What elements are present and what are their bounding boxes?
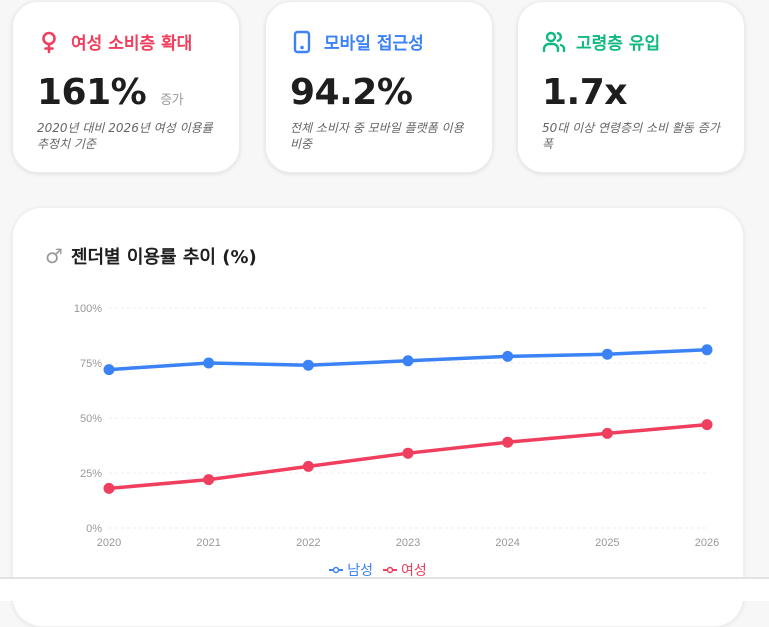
male-icon: ♂: [45, 244, 63, 268]
data-point[interactable]: [502, 436, 514, 448]
data-point[interactable]: [103, 364, 115, 376]
kpi-card-mobile: 모바일 접근성 94.2% 전체 소비자 중 모바일 플랫폼 이용 비중: [265, 1, 493, 173]
kpi-value: 1.7x: [542, 72, 628, 113]
x-tick-label: 2020: [97, 537, 121, 549]
kpi-card-header: 모바일 접근성: [290, 29, 424, 54]
chart-legend: 남성 여성: [13, 560, 743, 580]
data-point[interactable]: [402, 447, 414, 459]
data-point[interactable]: [302, 460, 314, 472]
legend-line-marker-icon: [329, 566, 344, 574]
data-point[interactable]: [701, 419, 713, 431]
data-point[interactable]: [601, 427, 613, 439]
kpi-card-title: 여성 소비층 확대: [71, 34, 193, 54]
data-point[interactable]: [402, 355, 414, 367]
kpi-value: 94.2%: [290, 72, 413, 113]
y-tick-label: 75%: [80, 358, 102, 370]
kpi-card-title: 고령층 유입: [576, 34, 661, 54]
legend-item[interactable]: 남성: [329, 560, 373, 580]
y-tick-label: 100%: [74, 303, 102, 315]
data-point[interactable]: [302, 359, 314, 371]
chart-title-text: 젠더별 이용률 추이 (%): [70, 247, 257, 268]
kpi-card-senior: 고령층 유입 1.7x 50대 이상 연령층의 소비 활동 증가폭: [517, 1, 745, 173]
data-point[interactable]: [502, 350, 514, 362]
y-tick-label: 0%: [86, 523, 102, 535]
legend-label: 남성: [347, 563, 373, 579]
kpi-cards: 여성 소비층 확대 161% 증가 2020년 대비 2026년 여성 이용률 …: [12, 0, 757, 174]
x-tick-label: 2022: [296, 537, 320, 549]
kpi-card-header: 여성 소비층 확대: [37, 29, 192, 54]
kpi-card-title: 모바일 접근성: [324, 34, 424, 54]
female-icon: [42, 31, 56, 53]
data-point[interactable]: [203, 357, 215, 369]
legend-label: 여성: [401, 563, 427, 579]
x-tick-label: 2026: [695, 537, 719, 549]
kpi-value-number: 161%: [37, 72, 147, 113]
legend-item[interactable]: 여성: [383, 560, 427, 580]
y-tick-label: 25%: [80, 468, 102, 480]
kpi-value: 161% 증가: [37, 72, 184, 113]
x-tick-label: 2024: [495, 537, 519, 549]
data-point[interactable]: [701, 344, 713, 356]
users-icon: [542, 31, 566, 52]
kpi-value-number: 94.2%: [290, 72, 413, 113]
legend-line-marker-icon: [383, 566, 397, 574]
data-point[interactable]: [203, 474, 215, 486]
kpi-description: 전체 소비자 중 모바일 플랫폼 이용 비중: [290, 121, 464, 151]
divider: [0, 577, 769, 579]
x-tick-label: 2025: [595, 537, 619, 549]
kpi-description: 50대 이상 연령층의 소비 활동 증가폭: [542, 121, 720, 151]
x-tick-label: 2023: [396, 537, 420, 549]
x-tick-label: 2021: [196, 537, 220, 549]
kpi-value-suffix: 증가: [160, 93, 184, 108]
smartphone-icon: [293, 30, 311, 53]
chart-title: ♂ 젠더별 이용률 추이 (%): [45, 243, 257, 269]
line-chart: 0% 25% 50% 75% 100% 2020 2021 2022 2023 2024 2025 2…: [74, 303, 719, 549]
page-footer-area: [0, 579, 769, 601]
kpi-card-female: 여성 소비층 확대 161% 증가 2020년 대비 2026년 여성 이용률 …: [12, 1, 240, 173]
data-point[interactable]: [103, 482, 115, 494]
kpi-value-number: 1.7x: [542, 72, 628, 113]
kpi-card-header: 고령층 유입: [542, 29, 660, 54]
data-point[interactable]: [601, 348, 613, 360]
y-tick-label: 50%: [80, 413, 102, 425]
kpi-description: 2020년 대비 2026년 여성 이용률 추정치 기준: [37, 121, 213, 151]
gender-trend-chart-card: ♂ 젠더별 이용률 추이 (%) 0% 25% 50% 75% 100% 2020 2021…: [12, 207, 744, 627]
